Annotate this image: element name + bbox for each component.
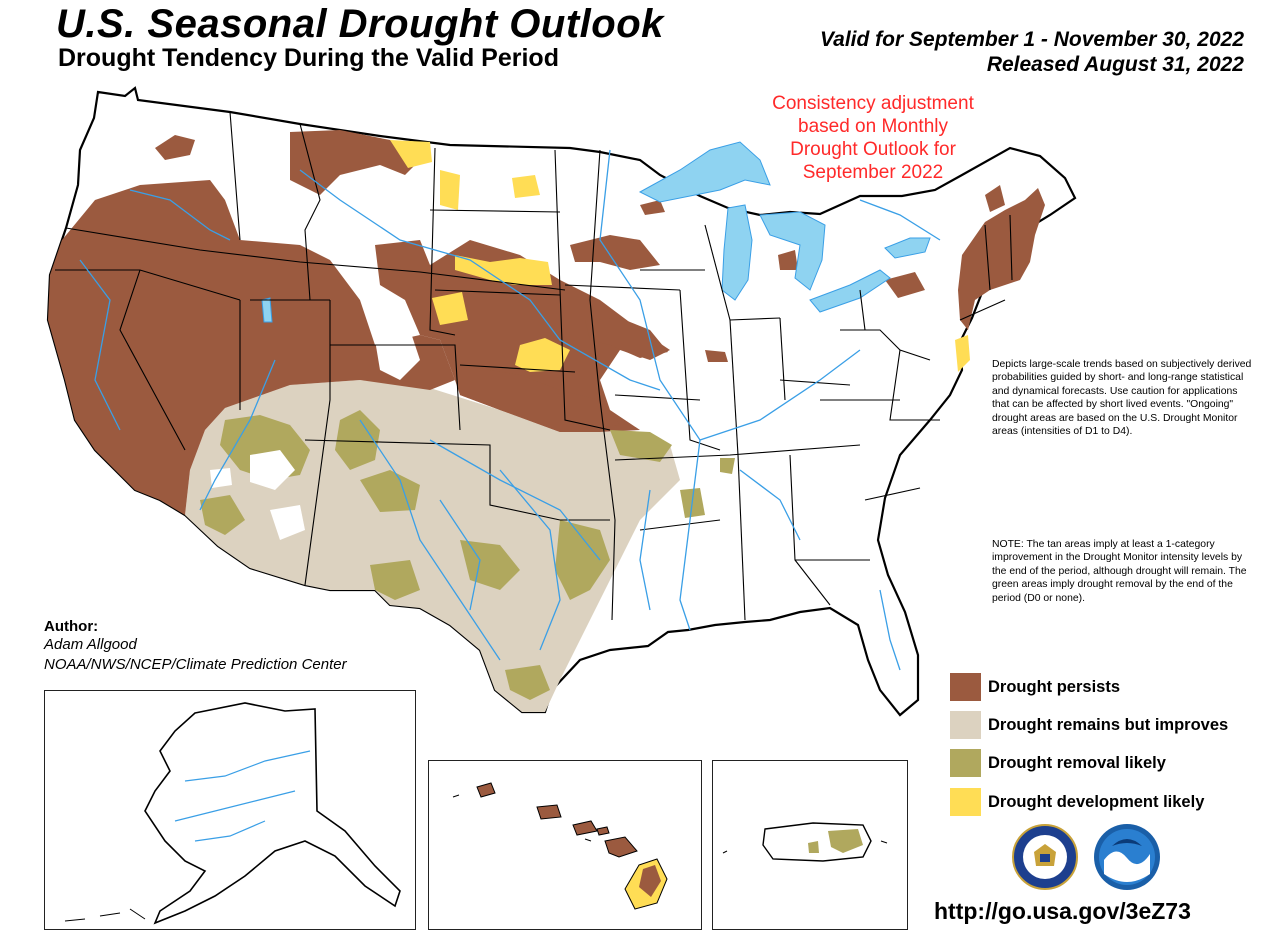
region-removal-tx-east [555, 520, 610, 600]
consistency-line: Drought Outlook for [790, 139, 956, 160]
region-removal-ok-ar [610, 430, 672, 462]
region-removal-sw-border [200, 495, 245, 535]
region-development-ks [515, 338, 570, 372]
seal-graphic [1023, 835, 1067, 879]
legend-item-improves: Drought remains but improves [950, 710, 1228, 740]
region-white-az-1 [250, 450, 295, 490]
region-persists-iowa [585, 318, 668, 358]
rivers [79, 149, 941, 671]
region-persists-ohio [705, 350, 728, 362]
legend-label: Drought development likely [988, 792, 1205, 811]
region-development-montana [390, 140, 432, 168]
consistency-line: Consistency adjustment [772, 93, 974, 114]
legend-label: Drought persists [988, 677, 1121, 696]
region-development-nj [955, 335, 970, 372]
region-white-co [375, 330, 420, 380]
lake-superior [638, 141, 771, 203]
map-note: NOTE: The tan areas imply at least a 1-c… [992, 539, 1247, 604]
region-persists-wisconsin [640, 200, 665, 215]
page-title: U.S. Seasonal Drought Outlook [56, 2, 664, 46]
region-development-ne [432, 292, 468, 325]
alaska-inset [44, 690, 416, 930]
legend-label: Drought removal likely [988, 753, 1166, 772]
hawaii-map [452, 782, 668, 910]
lake-michigan [721, 204, 753, 301]
region-removal-tx-west [370, 560, 420, 600]
hawaii-inset [428, 760, 702, 930]
region-persists-new-england [958, 188, 1045, 330]
region-white-nm [270, 505, 305, 540]
consistency-line: based on Monthly [798, 116, 948, 137]
region-development-mt-east [440, 170, 460, 210]
noaa-logo-icon [1094, 824, 1160, 890]
region-persists-idaho-nw [155, 135, 195, 160]
consistency-line: September 2022 [802, 162, 944, 183]
region-removal-ar [720, 458, 735, 474]
page-subtitle: Drought Tendency During the Valid Period [58, 44, 559, 72]
legend-swatch [950, 749, 981, 777]
valid-period: Valid for September 1 - November 30, 202… [819, 28, 1244, 51]
author-name: Adam Allgood [44, 636, 137, 653]
alaska-map [64, 702, 401, 925]
consistency-note: Consistency adjustment based on Monthly … [748, 92, 998, 184]
legend-item-removal: Drought removal likely [950, 748, 1166, 778]
info-url[interactable]: http://go.usa.gov/3eZ73 [934, 898, 1191, 924]
region-persists-maine [985, 185, 1005, 212]
region-removal-az-nm-2 [335, 410, 380, 470]
region-persists-west [48, 180, 455, 515]
dept-of-commerce-seal-icon [1012, 824, 1078, 890]
region-persists-plains [375, 240, 670, 432]
legend-item-persists: Drought persists [950, 672, 1120, 702]
region-removal-nm [360, 470, 420, 512]
region-persists-ny [885, 272, 925, 298]
lake-huron [759, 211, 826, 291]
region-improves-southwest [185, 380, 680, 712]
lake-erie [809, 269, 891, 313]
release-date: Released August 31, 2022 [986, 53, 1244, 76]
lake-ontario [884, 237, 931, 259]
legend-item-development: Drought development likely [950, 787, 1204, 817]
puerto-rico-map [722, 822, 888, 862]
puerto-rico-inset [712, 760, 908, 930]
author-org: NOAA/NWS/NCEP/Climate Prediction Center [44, 656, 347, 673]
region-persists-michigan [778, 250, 798, 270]
region-persists-nebraska-ks [460, 365, 620, 432]
great-salt-lake [261, 297, 273, 323]
region-removal-tx-coast [505, 665, 550, 700]
legend-swatch [950, 673, 981, 701]
author-label: Author: [44, 618, 99, 635]
map-description: Depicts large-scale trends based on subj… [992, 359, 1252, 438]
legend-swatch [950, 711, 981, 739]
legend-label: Drought remains but improves [988, 715, 1229, 734]
region-development-nd [512, 175, 540, 198]
region-development-sd [455, 255, 552, 285]
state-borders [55, 111, 1013, 621]
region-white-az-2 [210, 468, 232, 488]
legend-swatch [950, 788, 981, 816]
noaa-graphic [1099, 829, 1155, 885]
region-persists-montana [290, 130, 420, 195]
